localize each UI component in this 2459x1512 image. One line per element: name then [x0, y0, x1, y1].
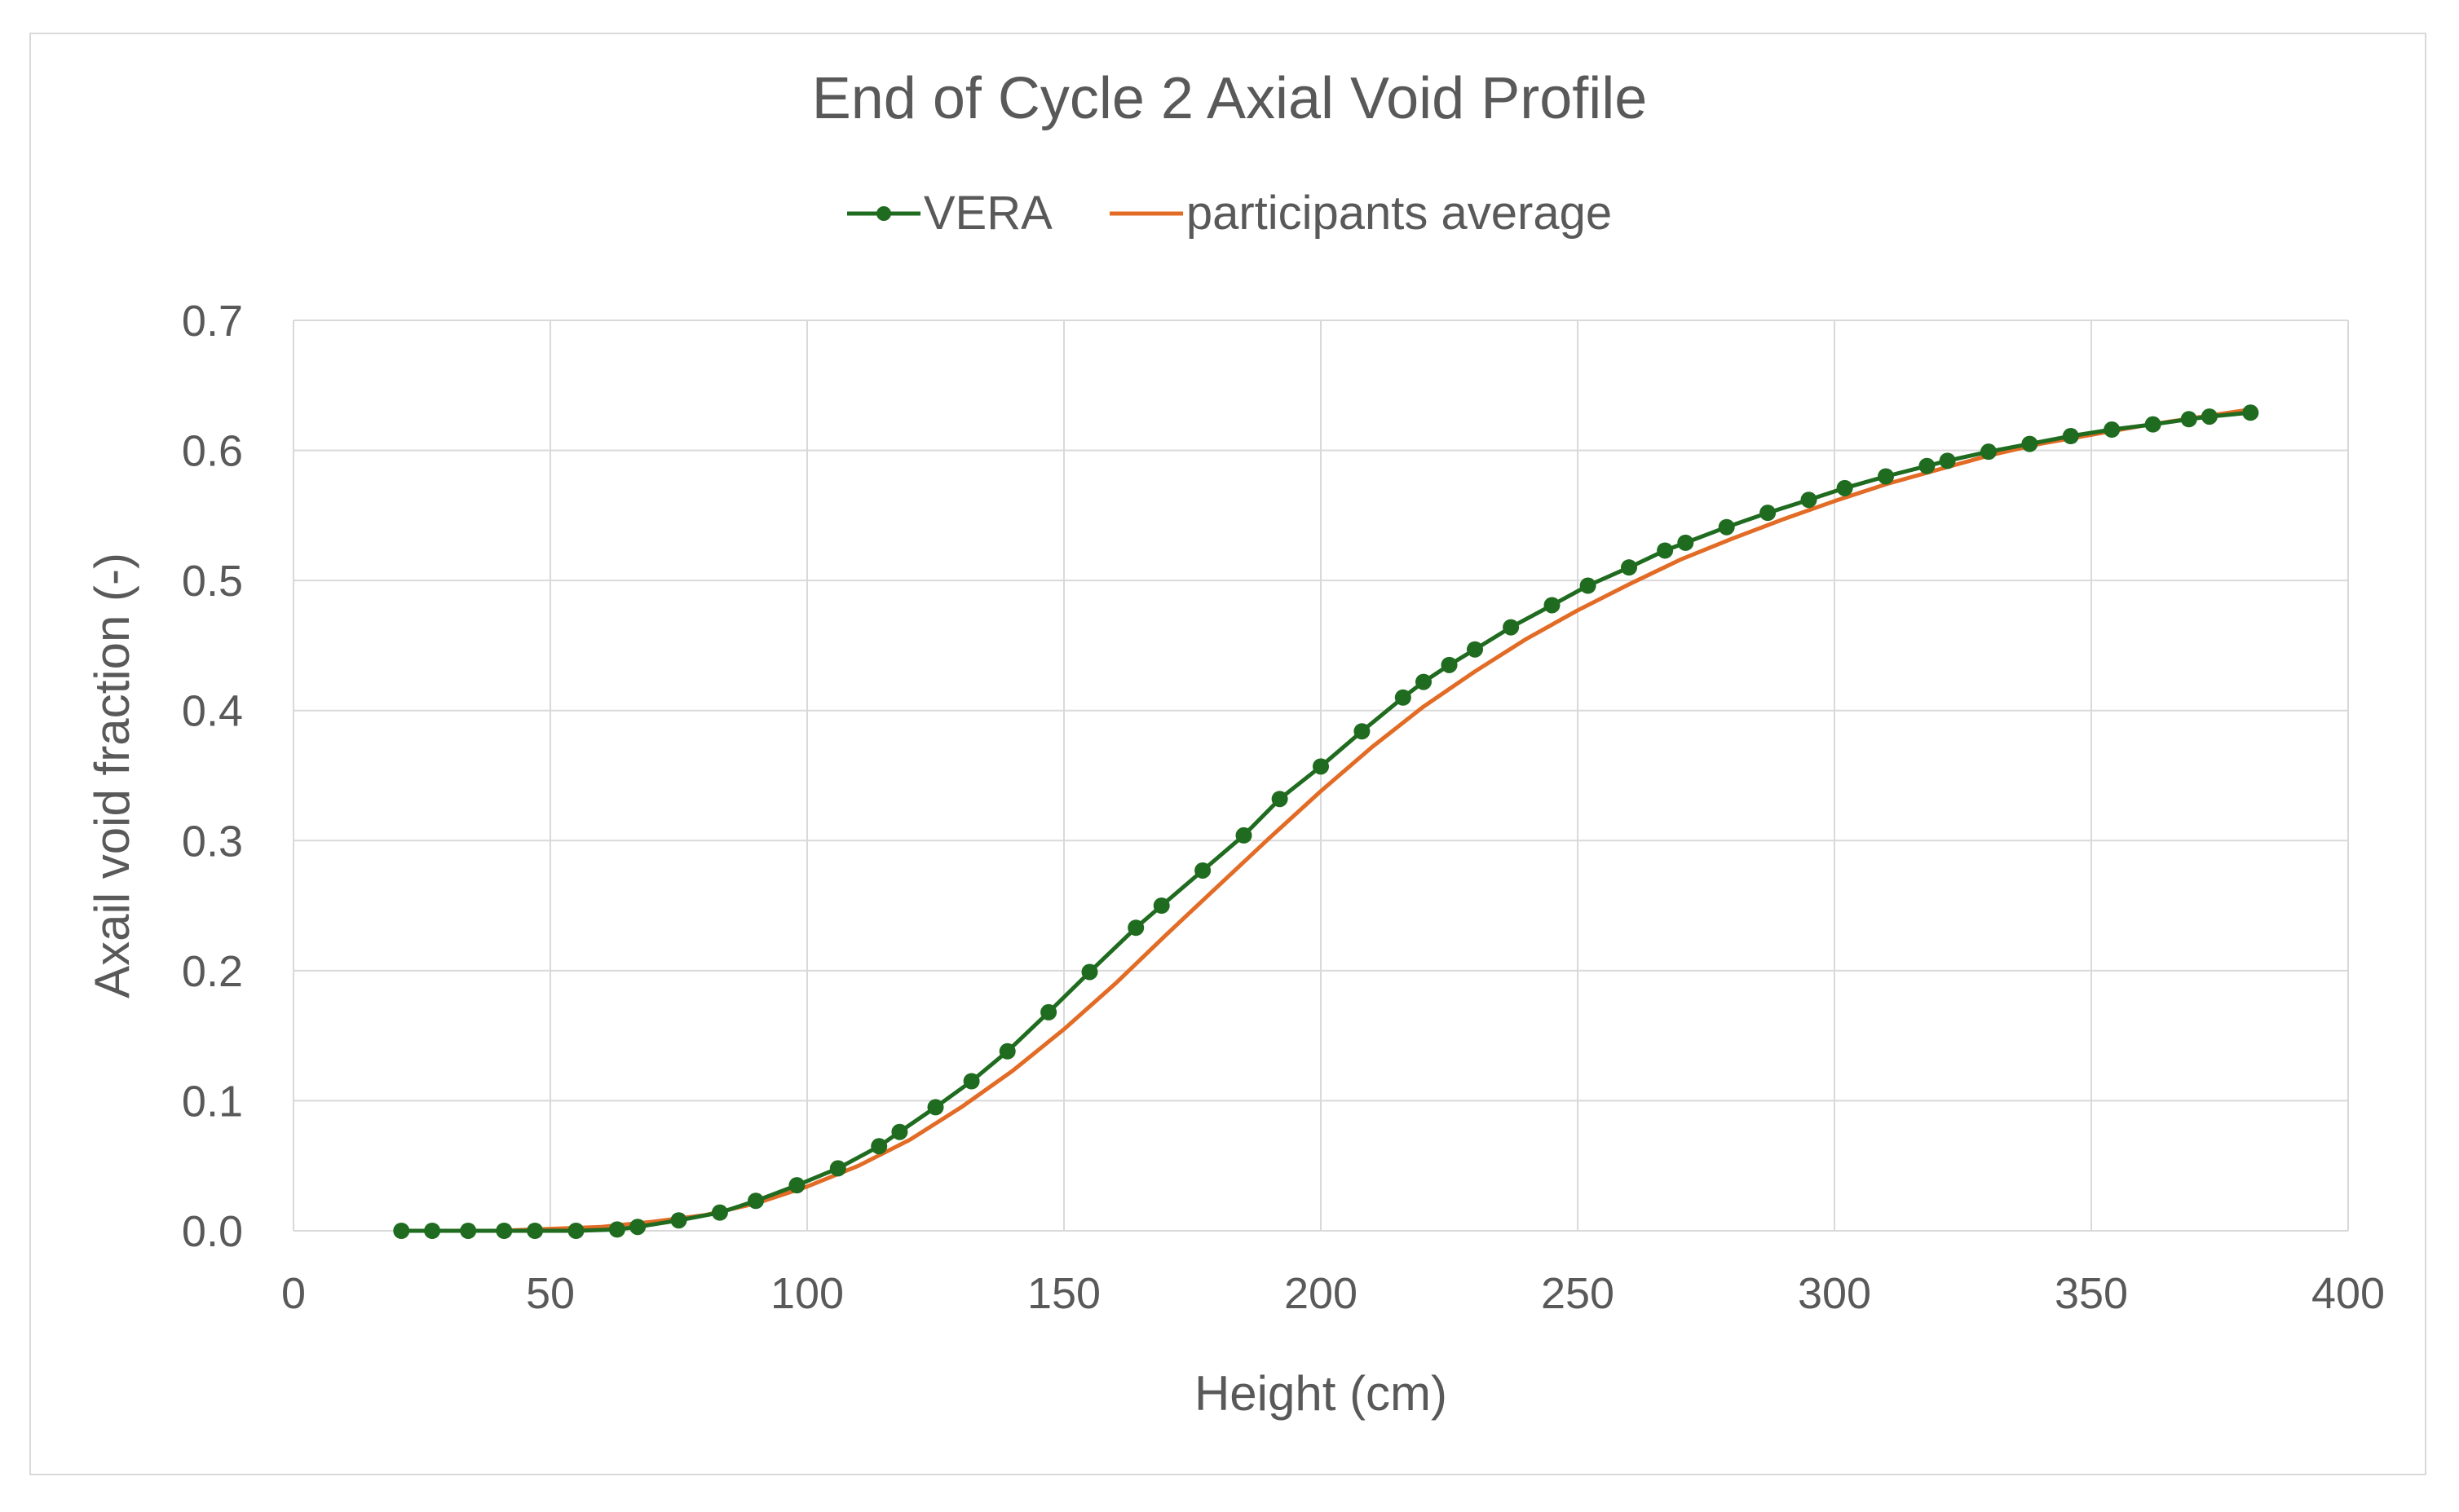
- data-point-vera: [527, 1223, 544, 1239]
- series-group: [393, 404, 2259, 1239]
- x-tick-label: 300: [1798, 1269, 1871, 1318]
- data-point-vera: [1313, 758, 1329, 775]
- legend-label-participants-average: participants average: [1185, 187, 1613, 240]
- data-point-vera: [891, 1123, 908, 1140]
- data-point-vera: [460, 1223, 477, 1239]
- data-point-vera: [1153, 897, 1170, 915]
- data-point-vera: [1503, 619, 1520, 636]
- data-point-vera: [963, 1073, 980, 1090]
- data-point-vera: [2104, 421, 2121, 439]
- data-point-vera: [1040, 1003, 1057, 1020]
- data-point-vera: [1836, 479, 1853, 496]
- data-point-vera: [1677, 534, 1694, 551]
- y-tick-label: 0.7: [182, 297, 243, 346]
- data-point-vera: [1543, 597, 1561, 614]
- y-tick-label: 0.3: [182, 817, 243, 866]
- data-point-vera: [1081, 963, 1098, 981]
- x-tick-label: 50: [526, 1269, 575, 1318]
- data-point-vera: [424, 1223, 441, 1239]
- legend-item-vera: VERA: [846, 186, 1053, 240]
- data-point-vera: [1194, 862, 1212, 879]
- data-point-vera: [1918, 457, 1936, 474]
- y-axis-label: Axail void fraction (-): [85, 553, 139, 998]
- data-point-vera: [2180, 411, 2197, 428]
- data-point-vera: [567, 1223, 585, 1239]
- data-point-vera: [629, 1219, 647, 1236]
- data-point-vera: [1759, 505, 1777, 522]
- series-line-participants-average: [401, 407, 2256, 1233]
- data-point-vera: [1441, 656, 1458, 673]
- series-line-vera: [401, 410, 2251, 1233]
- x-tick-label: 400: [2311, 1269, 2385, 1318]
- data-point-vera: [2201, 408, 2218, 425]
- data-point-vera: [1657, 542, 1674, 559]
- data-point-vera: [1353, 723, 1371, 740]
- x-tick-label: 100: [770, 1269, 844, 1318]
- y-tick-label: 0.0: [182, 1207, 243, 1256]
- chart-title: End of Cycle 2 Axial Void Profile: [811, 66, 1648, 131]
- data-point-vera: [1800, 492, 1817, 509]
- data-point-vera: [1467, 641, 1483, 658]
- x-tick-label: 200: [1284, 1269, 1358, 1318]
- data-point-vera: [2144, 416, 2161, 433]
- x-tick-label: 150: [1027, 1269, 1101, 1318]
- y-tick-label: 0.4: [182, 687, 243, 736]
- legend-marker-vera: [846, 205, 920, 221]
- data-point-vera: [2242, 404, 2259, 421]
- data-point-vera: [496, 1223, 513, 1239]
- data-point-vera: [748, 1192, 764, 1210]
- data-point-vera: [788, 1177, 806, 1194]
- legend-item-participants-average: participants average: [1109, 186, 1613, 240]
- data-point-vera: [2021, 435, 2038, 452]
- data-point-vera: [1878, 468, 1894, 485]
- data-point-vera: [670, 1212, 687, 1229]
- y-tick-label: 0.1: [182, 1077, 243, 1126]
- data-point-vera: [1394, 689, 1411, 706]
- data-point-vera: [608, 1221, 625, 1238]
- data-point-vera: [711, 1204, 728, 1221]
- data-point-vera: [1415, 673, 1432, 690]
- data-point-vera: [2062, 428, 2079, 445]
- data-point-vera: [1128, 919, 1145, 937]
- tick-labels: 0 50 100 150 200 250 300 350 400 0.0 0.1 0.2 0.3 0.4 0…: [182, 297, 2385, 1318]
- data-point-vera: [999, 1043, 1016, 1060]
- data-point-vera: [871, 1138, 888, 1155]
- data-point-vera: [1271, 791, 1288, 808]
- data-point-vera: [393, 1223, 410, 1239]
- x-tick-label: 250: [1541, 1269, 1614, 1318]
- data-point-vera: [829, 1160, 846, 1177]
- data-point-vera: [1621, 559, 1637, 576]
- gridlines: [293, 320, 2349, 1232]
- data-point-vera: [1235, 827, 1252, 844]
- data-point-vera: [1718, 518, 1735, 536]
- legend: VERA participants average: [0, 186, 2459, 240]
- data-point-vera: [1980, 443, 1997, 461]
- legend-marker-participants-average: [1109, 211, 1183, 215]
- y-tick-label: 0.5: [182, 557, 243, 606]
- data-point-vera: [1579, 577, 1596, 594]
- x-tick-label: 350: [2055, 1269, 2128, 1318]
- y-tick-label: 0.6: [182, 427, 243, 476]
- y-tick-label: 0.2: [182, 947, 243, 996]
- data-point-vera: [1939, 452, 1956, 469]
- x-axis-label: Height (cm): [1194, 1366, 1447, 1421]
- legend-label-vera: VERA: [923, 187, 1053, 240]
- data-point-vera: [927, 1099, 944, 1116]
- x-tick-label: 0: [281, 1269, 306, 1318]
